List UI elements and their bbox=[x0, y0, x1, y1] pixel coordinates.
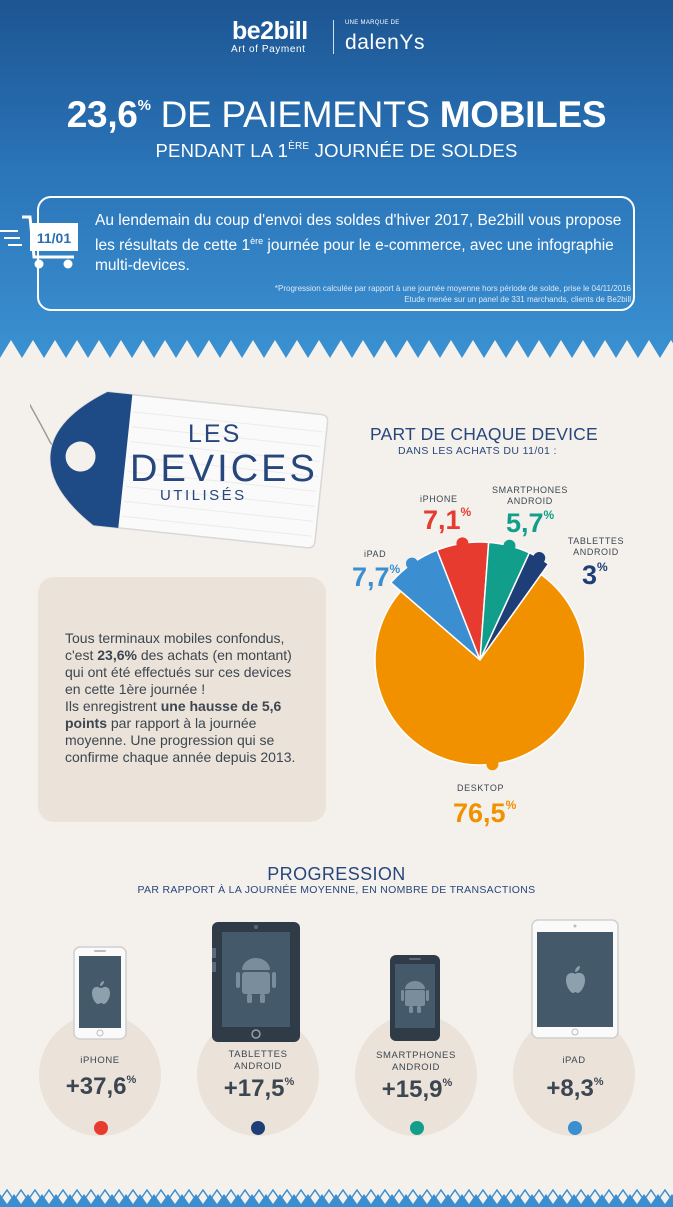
footnote-line1: *Progression calculée par rapport à une … bbox=[274, 284, 631, 293]
pie-marker-ipad bbox=[405, 557, 418, 570]
title-percent: % bbox=[137, 97, 151, 114]
pie-value-desktop: 76,5% bbox=[453, 798, 516, 829]
intro-sup: ère bbox=[250, 236, 264, 246]
pie-value-ipad-unit: % bbox=[389, 562, 401, 576]
pie-label-ipad: iPAD bbox=[364, 549, 387, 559]
tag-line1: LES bbox=[188, 420, 242, 448]
pie-value-ta-num: 3 bbox=[582, 560, 598, 590]
subtitle-sup: ÈRE bbox=[288, 141, 310, 152]
progression-label-ipad: iPAD bbox=[562, 1055, 586, 1066]
prog-ipad-unit: % bbox=[593, 1076, 604, 1088]
progression-dot-ipad bbox=[568, 1121, 582, 1135]
summary-p3: Ils enregistrent bbox=[65, 698, 161, 714]
cart-date-badge: 11/01 bbox=[37, 230, 71, 246]
intro-text: Au lendemain du coup d'envoi des soldes … bbox=[95, 211, 635, 276]
pie-marker-desktop bbox=[486, 758, 499, 771]
pie-value-desktop-unit: % bbox=[505, 798, 517, 812]
title-value: 23,6 bbox=[66, 94, 138, 135]
bottom-zigzag-border bbox=[0, 1188, 673, 1207]
pie-value-desktop-num: 76,5 bbox=[453, 798, 506, 828]
brand-divider bbox=[333, 20, 334, 54]
progression-value-ipad: +8,3% bbox=[505, 1075, 645, 1103]
summary-p3-bold: une hausse de 5,6 points bbox=[65, 698, 282, 731]
summary-text: Tous terminaux mobiles confondus, c'est … bbox=[65, 630, 310, 766]
pie-marker-tablettes-android bbox=[533, 551, 546, 564]
tag-line2: DEVICES bbox=[130, 448, 318, 490]
parent-brand-logo: dalenYs bbox=[345, 31, 426, 54]
progression-value-smartphones-android: +15,9% bbox=[347, 1076, 487, 1104]
pie-label-desktop: DESKTOP bbox=[457, 783, 505, 793]
pie-value-tablettes-android: 3% bbox=[582, 560, 608, 591]
summary-card bbox=[38, 577, 326, 822]
luggage-tag bbox=[30, 391, 329, 549]
summary-p4: par rapport à la journée moyenne. Une pr… bbox=[65, 715, 296, 765]
footnote-line2: Etude menée sur un panel de 331 marchand… bbox=[404, 295, 631, 304]
intro-footnote: *Progression calculée par rapport à une … bbox=[275, 283, 631, 305]
prog-iphone-unit: % bbox=[126, 1074, 137, 1086]
prog-sa-label-text: SMARTPHONES ANDROID bbox=[376, 1050, 456, 1073]
intro-box bbox=[37, 196, 635, 311]
pie-marker-iphone bbox=[456, 537, 469, 550]
pie-value-iphone-unit: % bbox=[460, 505, 472, 519]
pie-value-sa-num: 5,7 bbox=[506, 508, 544, 538]
pie-value-smartphones-android: 5,7% bbox=[506, 508, 554, 539]
progression-dot-tablettes-android bbox=[251, 1121, 265, 1135]
intro-part2: journée pour le e-commerce, avec une inf… bbox=[95, 237, 614, 275]
pie-value-sa-unit: % bbox=[543, 508, 555, 522]
pie-value-ipad-num: 7,7 bbox=[352, 562, 390, 592]
progression-label-smartphones-android: SMARTPHONES ANDROID bbox=[351, 1050, 481, 1074]
brand-tagline: Art of Payment bbox=[231, 44, 306, 55]
title-bold: MOBILES bbox=[439, 94, 607, 135]
progression-title: PROGRESSION bbox=[267, 864, 406, 884]
progression-value-tablettes-android: +17,5% bbox=[189, 1075, 329, 1103]
pie-value-iphone-num: 7,1 bbox=[423, 505, 461, 535]
page-subtitle: PENDANT LA 1ÈRE JOURNÉE DE SOLDES bbox=[0, 140, 673, 162]
prog-iphone-num: +37,6 bbox=[65, 1073, 127, 1100]
subtitle-post: JOURNÉE DE SOLDES bbox=[309, 140, 518, 161]
prog-ta-unit: % bbox=[284, 1076, 295, 1088]
page-title: 23,6% DE PAIEMENTS MOBILES bbox=[0, 94, 673, 136]
ipad-icon bbox=[531, 919, 619, 1039]
progression-label-tablettes-android: TABLETTES ANDROID bbox=[193, 1049, 323, 1073]
summary-p1: Tous terminaux mobiles confondus, c'est bbox=[65, 630, 285, 663]
progression-dot-iphone bbox=[94, 1121, 108, 1135]
intro-part1: Au lendemain du coup d'envoi des soldes … bbox=[95, 212, 622, 255]
prog-ta-num: +17,5 bbox=[223, 1075, 285, 1102]
prog-ipad-num: +8,3 bbox=[546, 1075, 594, 1102]
progression-label-iphone: iPHONE bbox=[80, 1055, 120, 1066]
pie-marker-smartphones-android bbox=[503, 539, 516, 552]
progression-dot-smartphones-android bbox=[410, 1121, 424, 1135]
pie-title: PART DE CHAQUE DEVICE bbox=[370, 424, 598, 444]
prog-sa-unit: % bbox=[442, 1077, 453, 1089]
android-tablet-icon bbox=[212, 922, 300, 1042]
iphone-icon bbox=[73, 946, 127, 1040]
pie-value-ta-unit: % bbox=[597, 560, 608, 574]
summary-p1-bold: 23,6% bbox=[97, 647, 137, 663]
progression-value-iphone: +37,6% bbox=[31, 1073, 171, 1101]
subtitle-pre: PENDANT LA 1 bbox=[155, 140, 289, 161]
device-share-pie-chart bbox=[374, 537, 586, 771]
zigzag-divider bbox=[0, 340, 673, 376]
pie-value-ipad: 7,7% bbox=[352, 562, 400, 593]
shopping-cart-icon: 11/01 bbox=[0, 215, 78, 269]
tag-line3: UTILISÉS bbox=[160, 487, 247, 504]
android-phone-icon bbox=[390, 955, 440, 1041]
progression-subtitle: PAR RAPPORT À LA JOURNÉE MOYENNE, EN NOM… bbox=[137, 884, 536, 896]
summary-p2: des achats (en montant) qui ont été effe… bbox=[65, 647, 292, 697]
title-mid: DE PAIEMENTS bbox=[160, 94, 430, 135]
pie-label-smartphones-android: SMARTPHONES ANDROID bbox=[492, 485, 568, 506]
parent-brand-prefix: UNE MARQUE DE bbox=[345, 20, 400, 26]
pie-value-iphone: 7,1% bbox=[423, 505, 471, 536]
prog-sa-num: +15,9 bbox=[381, 1076, 443, 1103]
pie-label-iphone: iPHONE bbox=[420, 494, 458, 504]
pie-label-tablettes-android: TABLETTES ANDROID bbox=[567, 536, 625, 557]
brand-logo: be2bill bbox=[232, 17, 308, 45]
prog-ta-label-text: TABLETTES ANDROID bbox=[228, 1049, 288, 1072]
header-banner: be2bill Art of Payment UNE MARQUE DE dal… bbox=[0, 0, 673, 372]
pie-subtitle: DANS LES ACHATS DU 11/01 : bbox=[398, 445, 557, 457]
